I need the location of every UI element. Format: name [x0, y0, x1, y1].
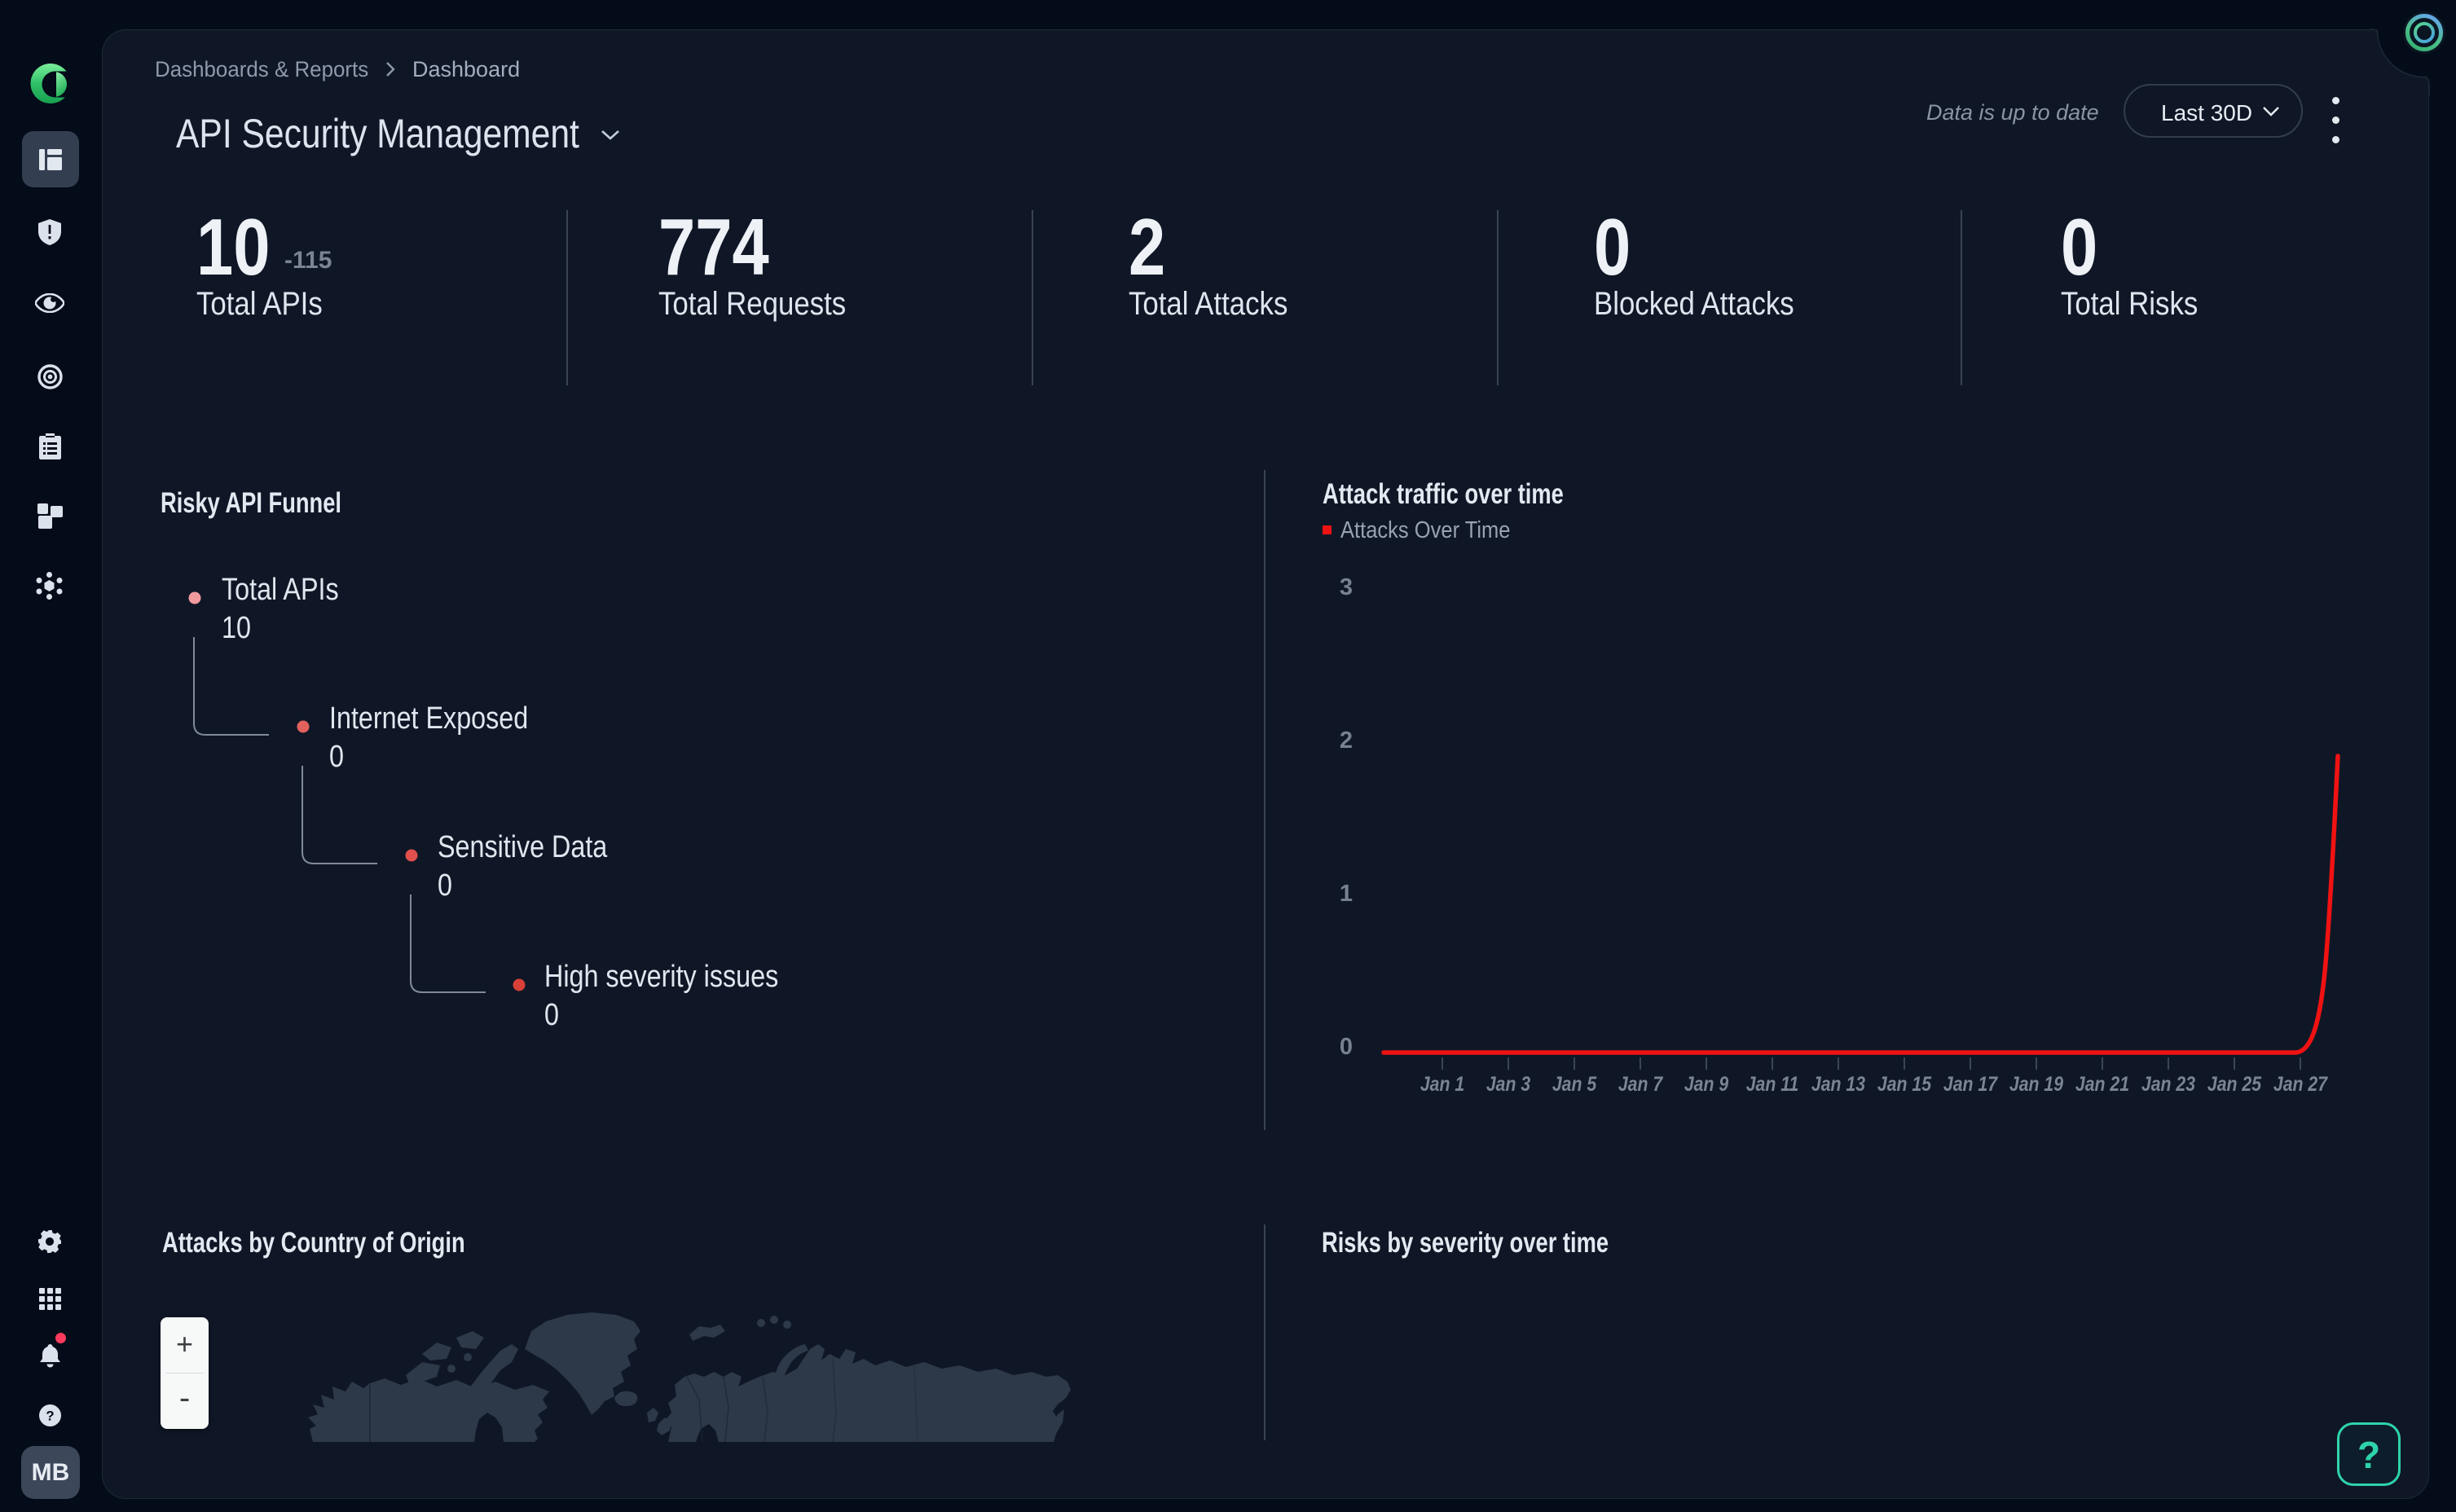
svg-text:?: ? — [46, 1409, 54, 1424]
